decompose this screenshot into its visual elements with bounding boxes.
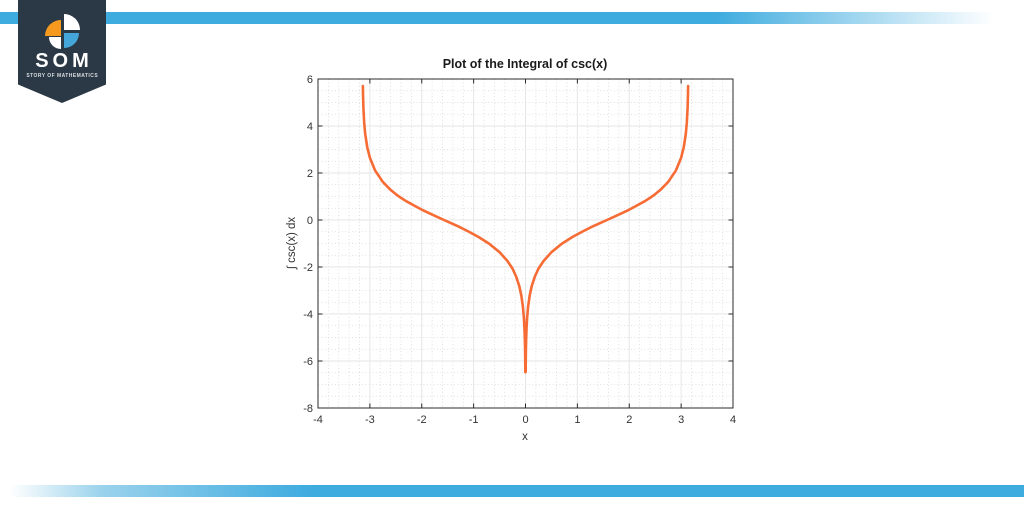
- x-tick-label: 4: [730, 414, 736, 426]
- x-tick-label: 3: [678, 414, 684, 426]
- y-tick-label: -2: [303, 262, 313, 274]
- top-brand-stripe: [0, 12, 1024, 24]
- bottom-brand-stripe: [0, 485, 1024, 497]
- y-tick-label: -8: [303, 403, 313, 415]
- axes-box: [317, 78, 734, 409]
- pinwheel-white-top-quarter: [64, 14, 80, 30]
- x-tick-label: 0: [522, 414, 528, 426]
- x-tick-label: 1: [574, 414, 580, 426]
- y-tick-label: -4: [303, 309, 313, 321]
- y-axis-label: ∫ csc(x) dx: [286, 217, 298, 271]
- curve-branch: [361, 84, 527, 374]
- y-tick-label: 0: [307, 215, 313, 227]
- x-tick-label: -2: [417, 414, 427, 426]
- pinwheel-blue-quarter: [64, 33, 79, 48]
- curve-branch: [524, 84, 690, 374]
- logo-text: SOM: [35, 50, 93, 72]
- x-tick-label: -1: [469, 414, 479, 426]
- x-tick-label: 2: [626, 414, 632, 426]
- pinwheel-orange-quarter: [45, 20, 61, 36]
- pinwheel-icon: [45, 14, 81, 51]
- curve: [361, 84, 690, 374]
- x-tick-label: -4: [313, 414, 323, 426]
- logo-tagline: STORY OF MATHEMATICS: [26, 73, 99, 79]
- y-tick-label: 4: [307, 121, 313, 133]
- tick-labels: -4 -3 -2 -1 0 1 2 3 4 -8 -6 -4 -2 0 2 4 6: [303, 74, 736, 426]
- y-tick-label: -6: [303, 356, 313, 368]
- x-tick-label: -3: [365, 414, 375, 426]
- x-axis-label: x: [522, 431, 528, 443]
- y-tick-label: 2: [307, 168, 313, 180]
- chart-title: Plot of the Integral of csc(x): [443, 57, 608, 71]
- major-grid: [318, 79, 733, 408]
- y-tick-label: 6: [307, 74, 313, 86]
- pinwheel-white-bottom-quarter: [49, 37, 61, 49]
- som-logo-badge: SOM STORY OF MATHEMATICS: [18, 0, 106, 103]
